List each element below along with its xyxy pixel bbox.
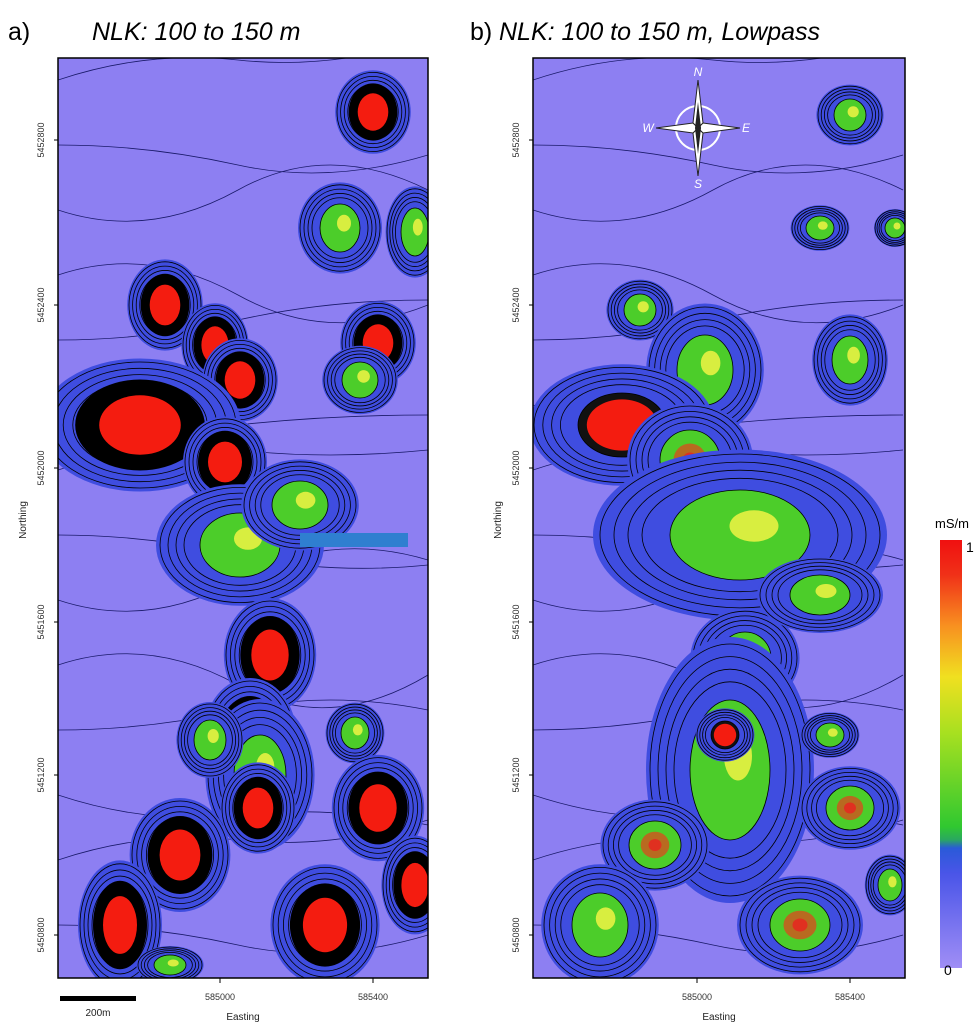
compass-label: S <box>694 177 702 191</box>
yellow-zone <box>894 223 901 230</box>
yellow-zone <box>888 876 896 887</box>
red-core <box>243 788 274 829</box>
y-tick-label: 5450800 <box>511 917 521 952</box>
panel-label: a) <box>8 18 30 46</box>
yellow-zone <box>337 215 351 232</box>
yellow-zone <box>847 347 860 364</box>
yellow-zone <box>413 219 423 236</box>
colorbar-unit: mS/m <box>935 516 969 531</box>
yellow-zone <box>818 221 828 229</box>
compass-label: E <box>742 121 751 135</box>
colorbar-min: 0 <box>944 962 952 978</box>
yellow-zone <box>848 106 859 117</box>
y-tick-label: 5451600 <box>36 604 46 639</box>
red-core <box>303 898 347 952</box>
red-core <box>208 442 242 483</box>
figure: a) NLK: 100 to 150 m b) NLK: 100 to 150 … <box>0 0 974 1028</box>
x-tick-label: 585000 <box>205 992 235 1002</box>
core <box>844 803 856 814</box>
red-core <box>401 863 428 907</box>
panel-title: NLK: 100 to 150 m, Lowpass <box>499 18 820 46</box>
panel-label: b) <box>470 18 492 46</box>
panel-title: NLK: 100 to 150 m <box>92 18 300 46</box>
core <box>649 839 662 851</box>
yellow-zone <box>296 492 316 509</box>
y-axis-label: Northing <box>18 501 29 539</box>
red-core <box>359 784 396 832</box>
colorbar <box>940 540 962 968</box>
yellow-zone <box>168 960 179 967</box>
red-core <box>251 630 288 681</box>
y-axis-label: Northing <box>493 501 504 539</box>
red-core <box>150 285 181 326</box>
red-core <box>714 724 736 746</box>
y-tick-label: 5452400 <box>511 287 521 322</box>
yellow-zone <box>730 510 779 542</box>
yellow-zone <box>828 728 838 736</box>
map-b <box>530 40 916 986</box>
yellow-zone <box>638 301 649 312</box>
x-tick-label: 585400 <box>835 992 865 1002</box>
scale-bar <box>60 996 136 1001</box>
red-core <box>160 830 201 881</box>
red-core <box>358 93 389 130</box>
red-core <box>103 896 137 954</box>
red-core <box>99 395 181 455</box>
y-tick-label: 5450800 <box>36 917 46 952</box>
y-tick-label: 5452000 <box>36 450 46 485</box>
y-tick-label: 5452400 <box>36 287 46 322</box>
red-core <box>225 361 256 398</box>
yellow-zone <box>596 907 616 929</box>
y-tick-label: 5451200 <box>36 757 46 792</box>
y-tick-label: 5451600 <box>511 604 521 639</box>
yellow-zone <box>357 370 370 383</box>
compass-label: N <box>694 65 703 79</box>
compass-label: W <box>642 121 655 135</box>
y-tick-label: 5452800 <box>511 122 521 157</box>
yellow-zone <box>701 351 721 376</box>
x-tick-label: 585000 <box>682 992 712 1002</box>
channel <box>300 533 408 547</box>
y-tick-label: 5452800 <box>36 122 46 157</box>
map-a <box>39 40 448 990</box>
core <box>793 919 808 932</box>
y-tick-label: 5452000 <box>511 450 521 485</box>
yellow-zone <box>353 724 363 735</box>
colorbar-max: 10 <box>966 539 974 555</box>
yellow-zone <box>208 729 219 743</box>
x-tick-label: 585400 <box>358 992 388 1002</box>
y-tick-label: 5451200 <box>511 757 521 792</box>
x-axis-label: Easting <box>702 1012 735 1023</box>
scale-bar-label: 200m <box>85 1008 110 1019</box>
x-axis-label: Easting <box>226 1012 259 1023</box>
yellow-zone <box>816 584 837 598</box>
